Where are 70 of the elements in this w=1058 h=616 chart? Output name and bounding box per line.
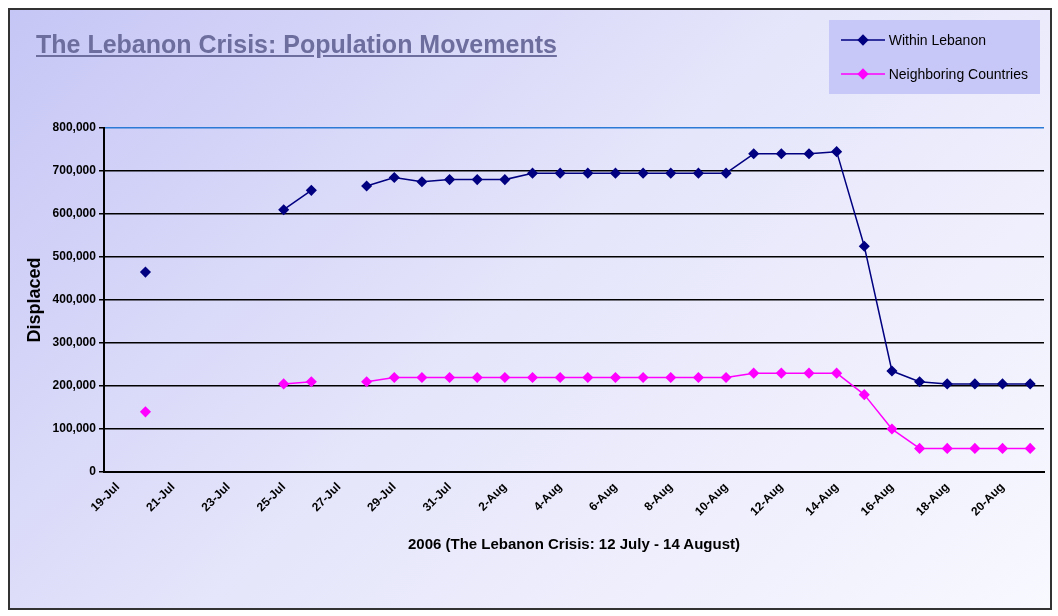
- point: [941, 443, 953, 454]
- point: [416, 176, 428, 188]
- point: [389, 172, 400, 183]
- point: [969, 378, 981, 390]
- point: [140, 266, 151, 278]
- point: [582, 167, 594, 179]
- point: [859, 241, 870, 252]
- point: [831, 367, 842, 379]
- y-tick-label: 200,000: [52, 378, 97, 393]
- legend-label: Neighboring Countries: [888, 66, 1028, 82]
- y-tick-label: 300,000: [52, 335, 97, 350]
- point: [1024, 378, 1036, 390]
- point: [665, 372, 677, 383]
- x-axis-title: 2006 (The Lebanon Crisis: 12 July - 14 August): [407, 535, 741, 553]
- y-tick-label: 500,000: [52, 249, 97, 264]
- point: [140, 406, 151, 418]
- point: [582, 372, 594, 383]
- point: [969, 443, 981, 454]
- point: [941, 378, 953, 390]
- point: [527, 167, 538, 179]
- point: [1024, 443, 1036, 454]
- point: [444, 372, 455, 383]
- point: [278, 378, 289, 390]
- point: [720, 167, 732, 179]
- point: [776, 148, 787, 160]
- point: [886, 423, 898, 435]
- y-tick-label: 800,000: [52, 120, 97, 135]
- point: [803, 148, 815, 160]
- point: [499, 372, 511, 383]
- point: [720, 372, 732, 383]
- y-tick-label: 600,000: [52, 206, 97, 221]
- point: [306, 185, 317, 196]
- point: [914, 376, 925, 387]
- y-tick-label: 700,000: [52, 163, 97, 178]
- point: [610, 372, 621, 383]
- point: [665, 167, 677, 179]
- point: [886, 365, 898, 377]
- point: [610, 167, 621, 179]
- point: [997, 378, 1008, 390]
- point: [444, 174, 455, 185]
- y-tick-label: 0: [89, 464, 97, 479]
- point: [748, 148, 759, 160]
- point: [637, 372, 649, 383]
- point: [693, 167, 704, 179]
- point: [997, 443, 1008, 454]
- point: [499, 174, 511, 185]
- y-tick-label: 100,000: [52, 421, 97, 436]
- point: [831, 146, 842, 157]
- point: [306, 376, 317, 387]
- point: [554, 167, 566, 179]
- point: [527, 372, 538, 383]
- point: [361, 180, 372, 192]
- y-tick-label: 400,000: [52, 292, 97, 307]
- point: [554, 372, 566, 383]
- point: [637, 167, 649, 179]
- point: [471, 174, 483, 185]
- point: [278, 204, 289, 215]
- chart-title: The Lebanon Crisis: Population Movements: [36, 30, 557, 59]
- point: [693, 372, 704, 383]
- point: [859, 389, 870, 400]
- point: [416, 372, 428, 383]
- y-axis-title: Displaced: [23, 257, 44, 343]
- point: [361, 376, 372, 387]
- point: [776, 367, 787, 379]
- point: [389, 372, 400, 383]
- legend-label: Within Lebanon: [888, 32, 986, 48]
- point: [471, 372, 483, 383]
- point: [803, 367, 815, 379]
- point: [914, 443, 925, 454]
- point: [748, 367, 759, 379]
